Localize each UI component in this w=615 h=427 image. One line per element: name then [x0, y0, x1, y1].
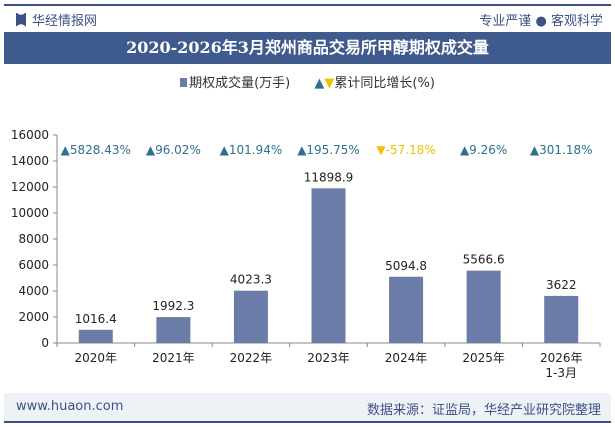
x-tick-label: 2025年: [462, 351, 505, 365]
bar: [233, 290, 268, 343]
growth-label: ▲301.18%: [530, 143, 593, 157]
x-tick-label: 2023年: [307, 351, 350, 365]
x-tick-label: 2026年: [540, 351, 583, 365]
bottom-rule: [4, 421, 611, 423]
y-tick-label: 12000: [11, 180, 49, 194]
bar: [544, 295, 579, 343]
bar: [311, 188, 346, 343]
slogan: 专业严谨 ● 客观科学: [479, 14, 603, 29]
bar-value-label: 1992.3: [152, 299, 194, 313]
growth-label: ▲195.75%: [297, 143, 360, 157]
bar-value-label: 4023.3: [230, 273, 272, 287]
bar: [78, 329, 113, 343]
bar-value-label: 1016.4: [75, 312, 117, 326]
bar: [156, 317, 191, 343]
brand: 华经情报网: [16, 10, 97, 29]
legend-growth: ▲▼累计同比增长(%): [314, 76, 435, 91]
y-tick-label: 10000: [11, 206, 49, 220]
x-tick-label: 2024年: [385, 351, 428, 365]
growth-label: ▲9.26%: [460, 143, 507, 157]
growth-label: ▲96.02%: [146, 143, 201, 157]
x-tick-label: 2021年: [152, 351, 195, 365]
growth-label: ▲101.94%: [220, 143, 283, 157]
footer: www.huaon.com 数据来源：证监局，华经产业研究院整理: [4, 393, 611, 421]
bar-value-label: 3622: [546, 278, 577, 292]
data-source: 数据来源：证监局，华经产业研究院整理: [366, 403, 601, 418]
bar-value-label: 5566.6: [463, 253, 505, 267]
growth-label: ▲5828.43%: [61, 143, 131, 157]
y-tick-label: 8000: [18, 232, 49, 246]
bar-chart: 0 2000 4000 6000 8000 10000 12000 14000 16000 101…: [11, 128, 601, 380]
bar: [389, 276, 424, 343]
bar-value-label: 11898.9: [304, 170, 354, 184]
y-tick-label: 14000: [11, 154, 49, 168]
y-tick-label: 2000: [18, 310, 49, 324]
x-tick-label: 2022年: [230, 351, 273, 365]
bar-value-label: 5094.8: [385, 259, 427, 273]
growth-label: ▼-57.18%: [376, 143, 435, 157]
legend: 期权成交量(万手) ▲▼累计同比增长(%): [0, 72, 615, 91]
y-tick-label: 16000: [11, 128, 49, 142]
brand-name: 华经情报网: [32, 14, 98, 29]
y-tick-label: 0: [41, 336, 49, 350]
bar: [466, 270, 501, 343]
legend-bar: 期权成交量(万手): [180, 76, 290, 91]
site-url[interactable]: www.huaon.com: [16, 399, 124, 414]
x-tick-label: 2020年: [75, 351, 118, 365]
y-tick-label: 6000: [18, 258, 49, 272]
top-rule: [4, 4, 611, 6]
chart-title: 2020-2026年3月郑州商品交易所甲醇期权成交量: [4, 32, 611, 64]
x-tick-label: 1-3月: [545, 366, 577, 380]
logo-icon: [16, 12, 26, 27]
y-tick-label: 4000: [18, 284, 49, 298]
